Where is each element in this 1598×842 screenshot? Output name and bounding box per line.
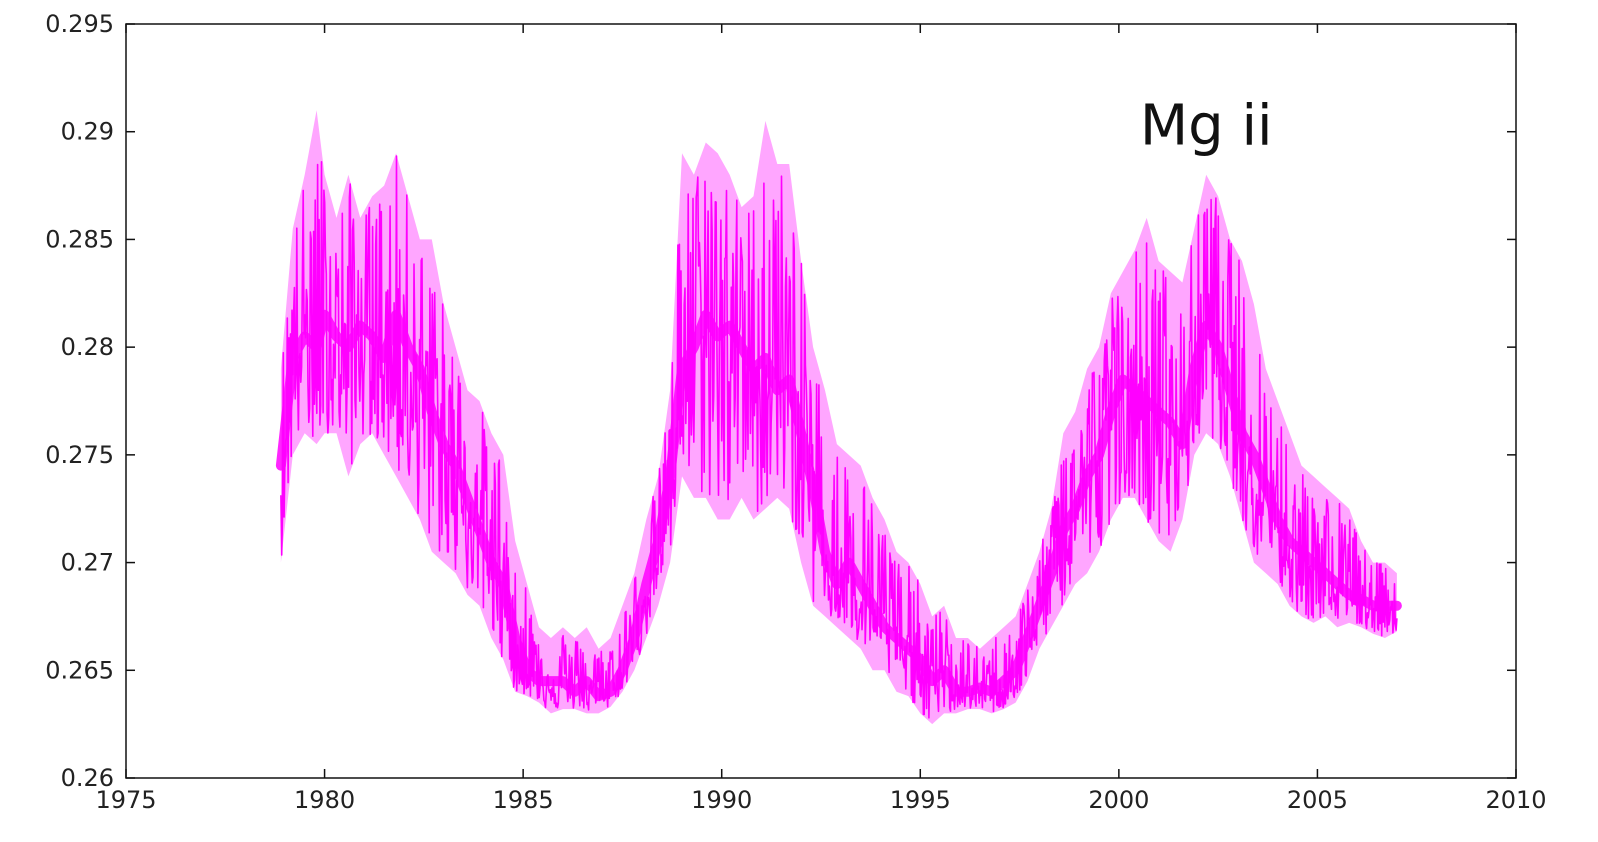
y-tick-label: 0.28: [61, 333, 114, 361]
x-tick-label: 1975: [95, 786, 156, 814]
y-tick-label: 0.275: [45, 441, 114, 469]
x-tick-label: 2010: [1485, 786, 1546, 814]
axis-ticks: [125, 23, 1517, 779]
series-daily-trace: [280, 155, 1398, 719]
x-tick-label: 1985: [493, 786, 554, 814]
y-tick-label: 0.29: [61, 118, 114, 146]
x-tick-label: 2005: [1287, 786, 1348, 814]
y-tick-label: 0.27: [61, 549, 114, 577]
x-tick-label: 1980: [294, 786, 355, 814]
y-tick-label: 0.26: [61, 764, 114, 792]
plot-frame: [125, 23, 1517, 779]
y-tick-label: 0.295: [45, 10, 114, 38]
series-annotation-label: Mg ii: [1140, 94, 1273, 159]
series-line: [275, 309, 1402, 702]
axis-tick-labels: 1975 1980 1985 1990 1995 2000 2005 2010 0.26 0.26…: [45, 10, 1546, 814]
x-tick-label: 1990: [691, 786, 752, 814]
x-tick-label: 2000: [1088, 786, 1149, 814]
y-tick-label: 0.285: [45, 225, 114, 253]
series-layer: [275, 110, 1402, 725]
y-tick-label: 0.265: [45, 656, 114, 684]
x-tick-label: 1995: [890, 786, 951, 814]
annotation-layer: Mg ii: [1140, 94, 1273, 159]
